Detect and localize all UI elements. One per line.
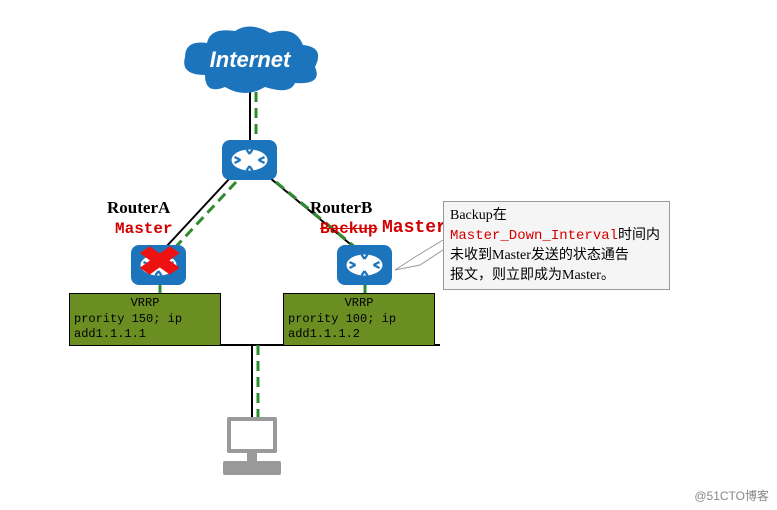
pc-icon [217, 415, 287, 480]
routerA-name-label: RouterA [107, 198, 170, 218]
callout-seg3: 未收到Master发送的状态通告 [450, 248, 629, 263]
callout-seg2-tail: 时间内 [618, 228, 660, 243]
callout-seg4: 报文，则立即成为Master。 [450, 268, 615, 283]
routerB-new-role-label: Master [382, 218, 447, 238]
vrrpA-line2: add1.1.1.1 [74, 327, 216, 343]
vrrpB-title: VRRP [288, 296, 430, 312]
vrrpA-title: VRRP [74, 296, 216, 312]
internet-cloud: Internet [175, 25, 325, 95]
callout-seg1: Backup在 [450, 208, 507, 223]
routerA-failed-x-icon: ✖ [136, 238, 183, 285]
vrrpB-line1: prority 100; ip [288, 312, 430, 328]
vrrpB-line2: add1.1.1.2 [288, 327, 430, 343]
vrrpA-line1: prority 150; ip [74, 312, 216, 328]
callout-seg2-red: Master_Down_Interval [450, 228, 618, 244]
watermark-text: @51CTO博客 [694, 487, 769, 504]
callout-box: Backup在 Master_Down_Interval时间内 未收到Maste… [443, 201, 670, 290]
top-router-icon [222, 140, 277, 180]
routerA-role-label: Master [115, 220, 173, 238]
routerB-icon [337, 245, 392, 285]
vrrpA-box: VRRP prority 150; ip add1.1.1.1 [69, 293, 221, 346]
vrrpB-box: VRRP prority 100; ip add1.1.1.2 [283, 293, 435, 346]
routerB-name-label: RouterB [310, 198, 372, 218]
cloud-label: Internet [210, 47, 292, 72]
routerB-old-role-label: Backup [320, 220, 378, 238]
